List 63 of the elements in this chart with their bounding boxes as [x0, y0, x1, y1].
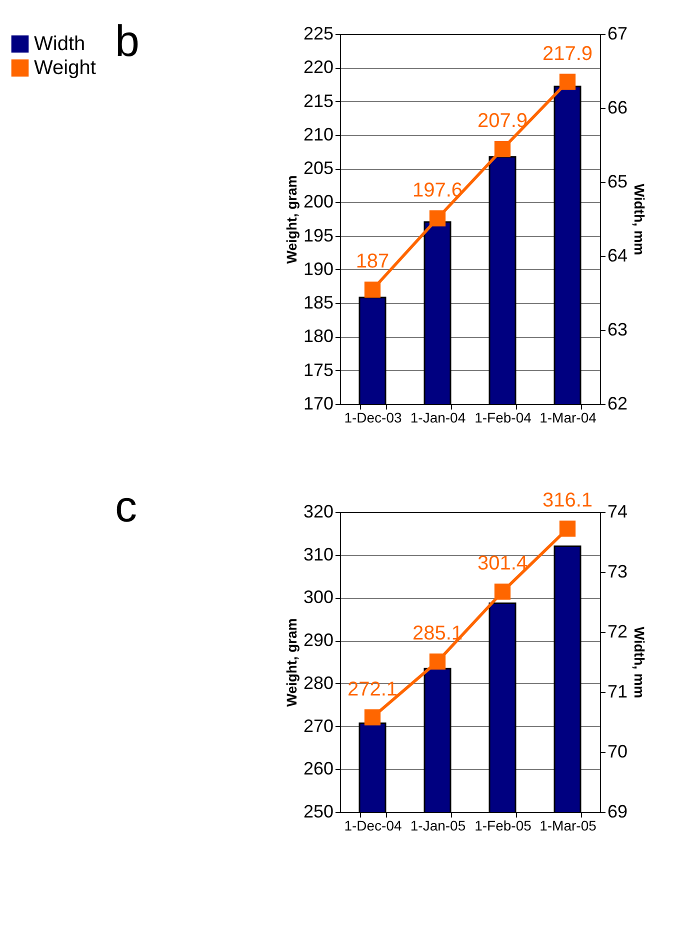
data-label: 301.4 — [477, 552, 528, 575]
x-tick-label: 1-Dec-03 — [344, 410, 402, 426]
x-tick-label: 1-Jan-04 — [410, 410, 466, 426]
y-tick-label: 220 — [303, 57, 334, 78]
x-tick-label: 1-Feb-04 — [474, 410, 532, 426]
y-tick-label: 210 — [303, 124, 334, 144]
y-tick-label: 300 — [303, 587, 334, 608]
y-tick-label: 200 — [303, 192, 334, 212]
y2-axis-title: Width, mm — [632, 184, 648, 256]
point — [429, 654, 446, 670]
y-tick-label: 180 — [303, 326, 334, 346]
legend-label: Width — [34, 33, 86, 55]
point — [364, 282, 381, 298]
y2-axis-title: Width, mm — [632, 626, 648, 698]
point — [494, 584, 511, 600]
y-axis-title: Weight, gram — [283, 618, 300, 707]
y2-tick-label: 70 — [608, 742, 628, 762]
y-tick-label: 195 — [303, 225, 334, 246]
point — [559, 520, 576, 537]
y-tick-label: 280 — [303, 672, 334, 693]
data-label: 285.1 — [412, 622, 463, 645]
x-tick-label: 1-Mar-05 — [540, 818, 597, 834]
y2-tick-label: 73 — [608, 562, 628, 582]
point — [494, 140, 511, 158]
y2-tick-label: 63 — [608, 320, 628, 340]
y2-tick-label: 72 — [608, 622, 628, 642]
chart-title: b — [114, 17, 140, 66]
y-axis-title: Weight, gram — [283, 175, 300, 264]
point — [559, 74, 576, 90]
x-tick-label: 1-Mar-04 — [540, 410, 597, 426]
y2-tick-label: 66 — [608, 98, 628, 118]
y2-tick-label: 74 — [608, 502, 628, 522]
y-tick-label: 170 — [303, 394, 334, 414]
y2-tick-label: 64 — [608, 246, 628, 266]
x-tick-label: 1-Jan-05 — [410, 818, 466, 834]
point — [364, 709, 381, 726]
y-tick-label: 270 — [303, 716, 334, 736]
y-tick-label: 310 — [303, 544, 334, 564]
y-tick-label: 215 — [303, 90, 334, 111]
y2-tick-label: 69 — [608, 802, 628, 822]
y-tick-label: 185 — [303, 292, 334, 313]
y2-tick-label: 62 — [608, 394, 628, 414]
y-tick-label: 175 — [303, 360, 334, 380]
y-tick-label: 250 — [303, 802, 334, 822]
data-label: 207.9 — [477, 110, 528, 132]
y-tick-label: 225 — [303, 24, 334, 44]
x-tick-label: 1-Dec-04 — [344, 818, 402, 834]
data-label: 187 — [356, 250, 390, 273]
data-label: 316.1 — [542, 490, 593, 512]
data-label: 272.1 — [347, 678, 398, 700]
y2-tick-label: 67 — [608, 24, 628, 44]
y-tick-label: 290 — [303, 630, 334, 650]
legend-label: Weight — [34, 57, 96, 79]
data-label: 217.9 — [542, 42, 593, 65]
y-tick-label: 205 — [303, 158, 334, 178]
chart-title: c — [114, 482, 137, 532]
y2-tick-label: 71 — [608, 682, 628, 702]
x-tick-label: 1-Feb-05 — [474, 818, 532, 834]
point — [429, 210, 446, 226]
y-tick-label: 190 — [303, 258, 334, 279]
y-tick-label: 260 — [303, 758, 334, 779]
y-tick-label: 320 — [303, 502, 334, 522]
y2-tick-label: 65 — [608, 172, 628, 192]
